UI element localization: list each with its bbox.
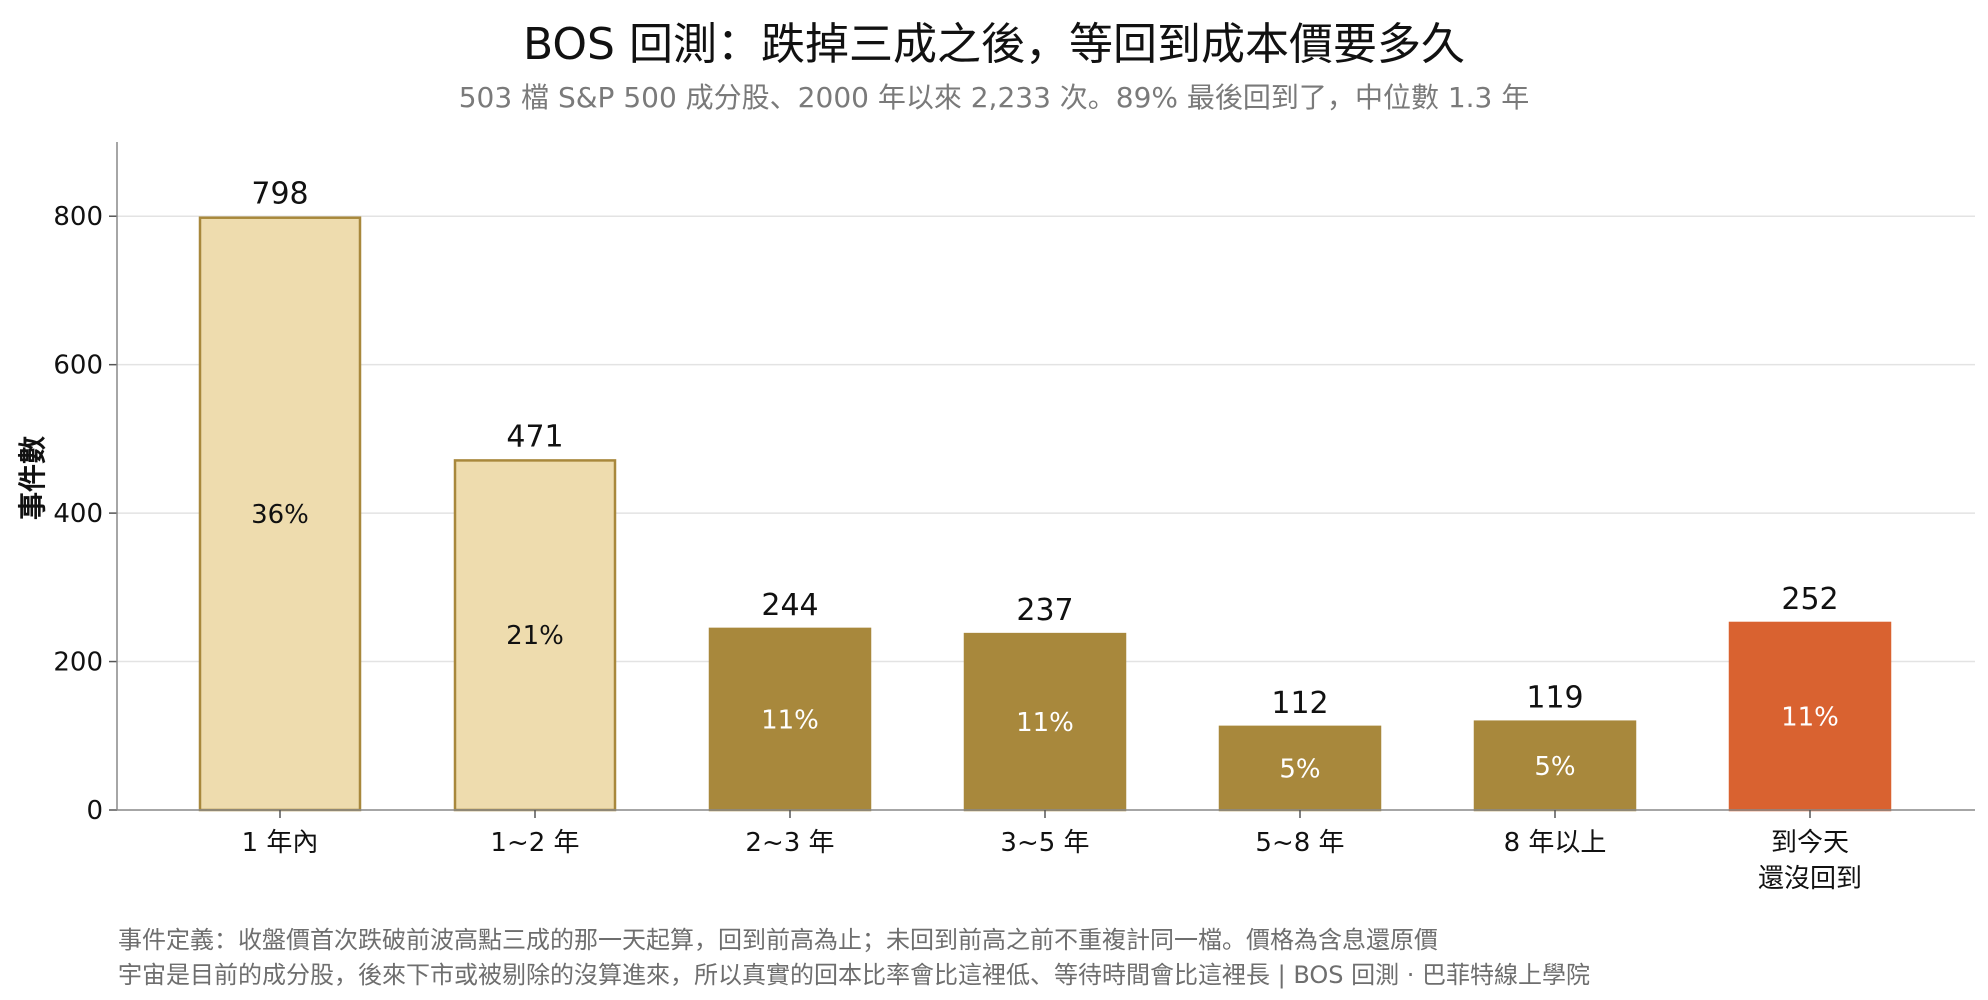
- bar-percent-label: 11%: [761, 705, 819, 735]
- labels: 0 200 400 600 800 798 36% 1 年內 471 21% 1~2 年 244 11%…: [53, 177, 1862, 894]
- footnote-line-2: 宇宙是目前的成分股，後來下市或被剔除的沒算進來，所以真實的回本比率會比這裡低、等…: [118, 961, 1591, 989]
- bar-percent-label: 5%: [1279, 754, 1320, 784]
- x-tick-label: 3~5 年: [1000, 828, 1089, 858]
- y-tick-label: 400: [53, 499, 103, 529]
- bar-value-label: 471: [506, 419, 563, 454]
- y-tick-label: 600: [53, 351, 103, 381]
- bar-percent-label: 5%: [1534, 752, 1575, 782]
- bar-percent-label: 36%: [251, 500, 309, 530]
- x-tick-label: 2~3 年: [745, 828, 834, 858]
- axes: [109, 142, 1975, 818]
- y-tick-label: 800: [53, 202, 103, 232]
- bar-value-label: 119: [1526, 681, 1583, 716]
- bar-1: [198, 216, 362, 812]
- y-axis-label: 事件數: [16, 436, 49, 520]
- x-tick-label: 還沒回到: [1758, 864, 1862, 894]
- y-tick-label: 200: [53, 648, 103, 678]
- bar-percent-label: 21%: [506, 621, 564, 651]
- bar-percent-label: 11%: [1016, 708, 1074, 738]
- bar-value-label: 244: [761, 588, 818, 623]
- bar-4: [963, 632, 1127, 812]
- bar-value-label: 252: [1781, 582, 1838, 617]
- x-tick-label: 1 年內: [242, 828, 319, 858]
- bar-7: [1728, 621, 1892, 812]
- x-tick-label: 5~8 年: [1255, 828, 1344, 858]
- y-tick-label: 0: [86, 796, 103, 826]
- bar-6: [1473, 720, 1637, 812]
- footnote-line-1: 事件定義：收盤價首次跌破前波高點三成的那一天起算，回到前高為止；未回到前高之前不…: [118, 926, 1438, 954]
- bar-value-label: 112: [1271, 686, 1328, 721]
- x-tick-label: 到今天: [1771, 828, 1849, 858]
- bar-value-label: 237: [1016, 593, 1073, 628]
- x-tick-label: 1~2 年: [490, 828, 579, 858]
- chart-subtitle: 503 檔 S&P 500 成分股、2000 年以來 2,233 次。89% 最…: [458, 81, 1530, 114]
- bar-2: [453, 459, 617, 812]
- chart-title: BOS 回測：跌掉三成之後，等回到成本價要多久: [523, 19, 1465, 70]
- x-tick-label: 8 年以上: [1504, 828, 1607, 858]
- bar-5: [1218, 725, 1382, 812]
- bar-value-label: 798: [251, 177, 308, 212]
- bar-percent-label: 11%: [1781, 702, 1839, 732]
